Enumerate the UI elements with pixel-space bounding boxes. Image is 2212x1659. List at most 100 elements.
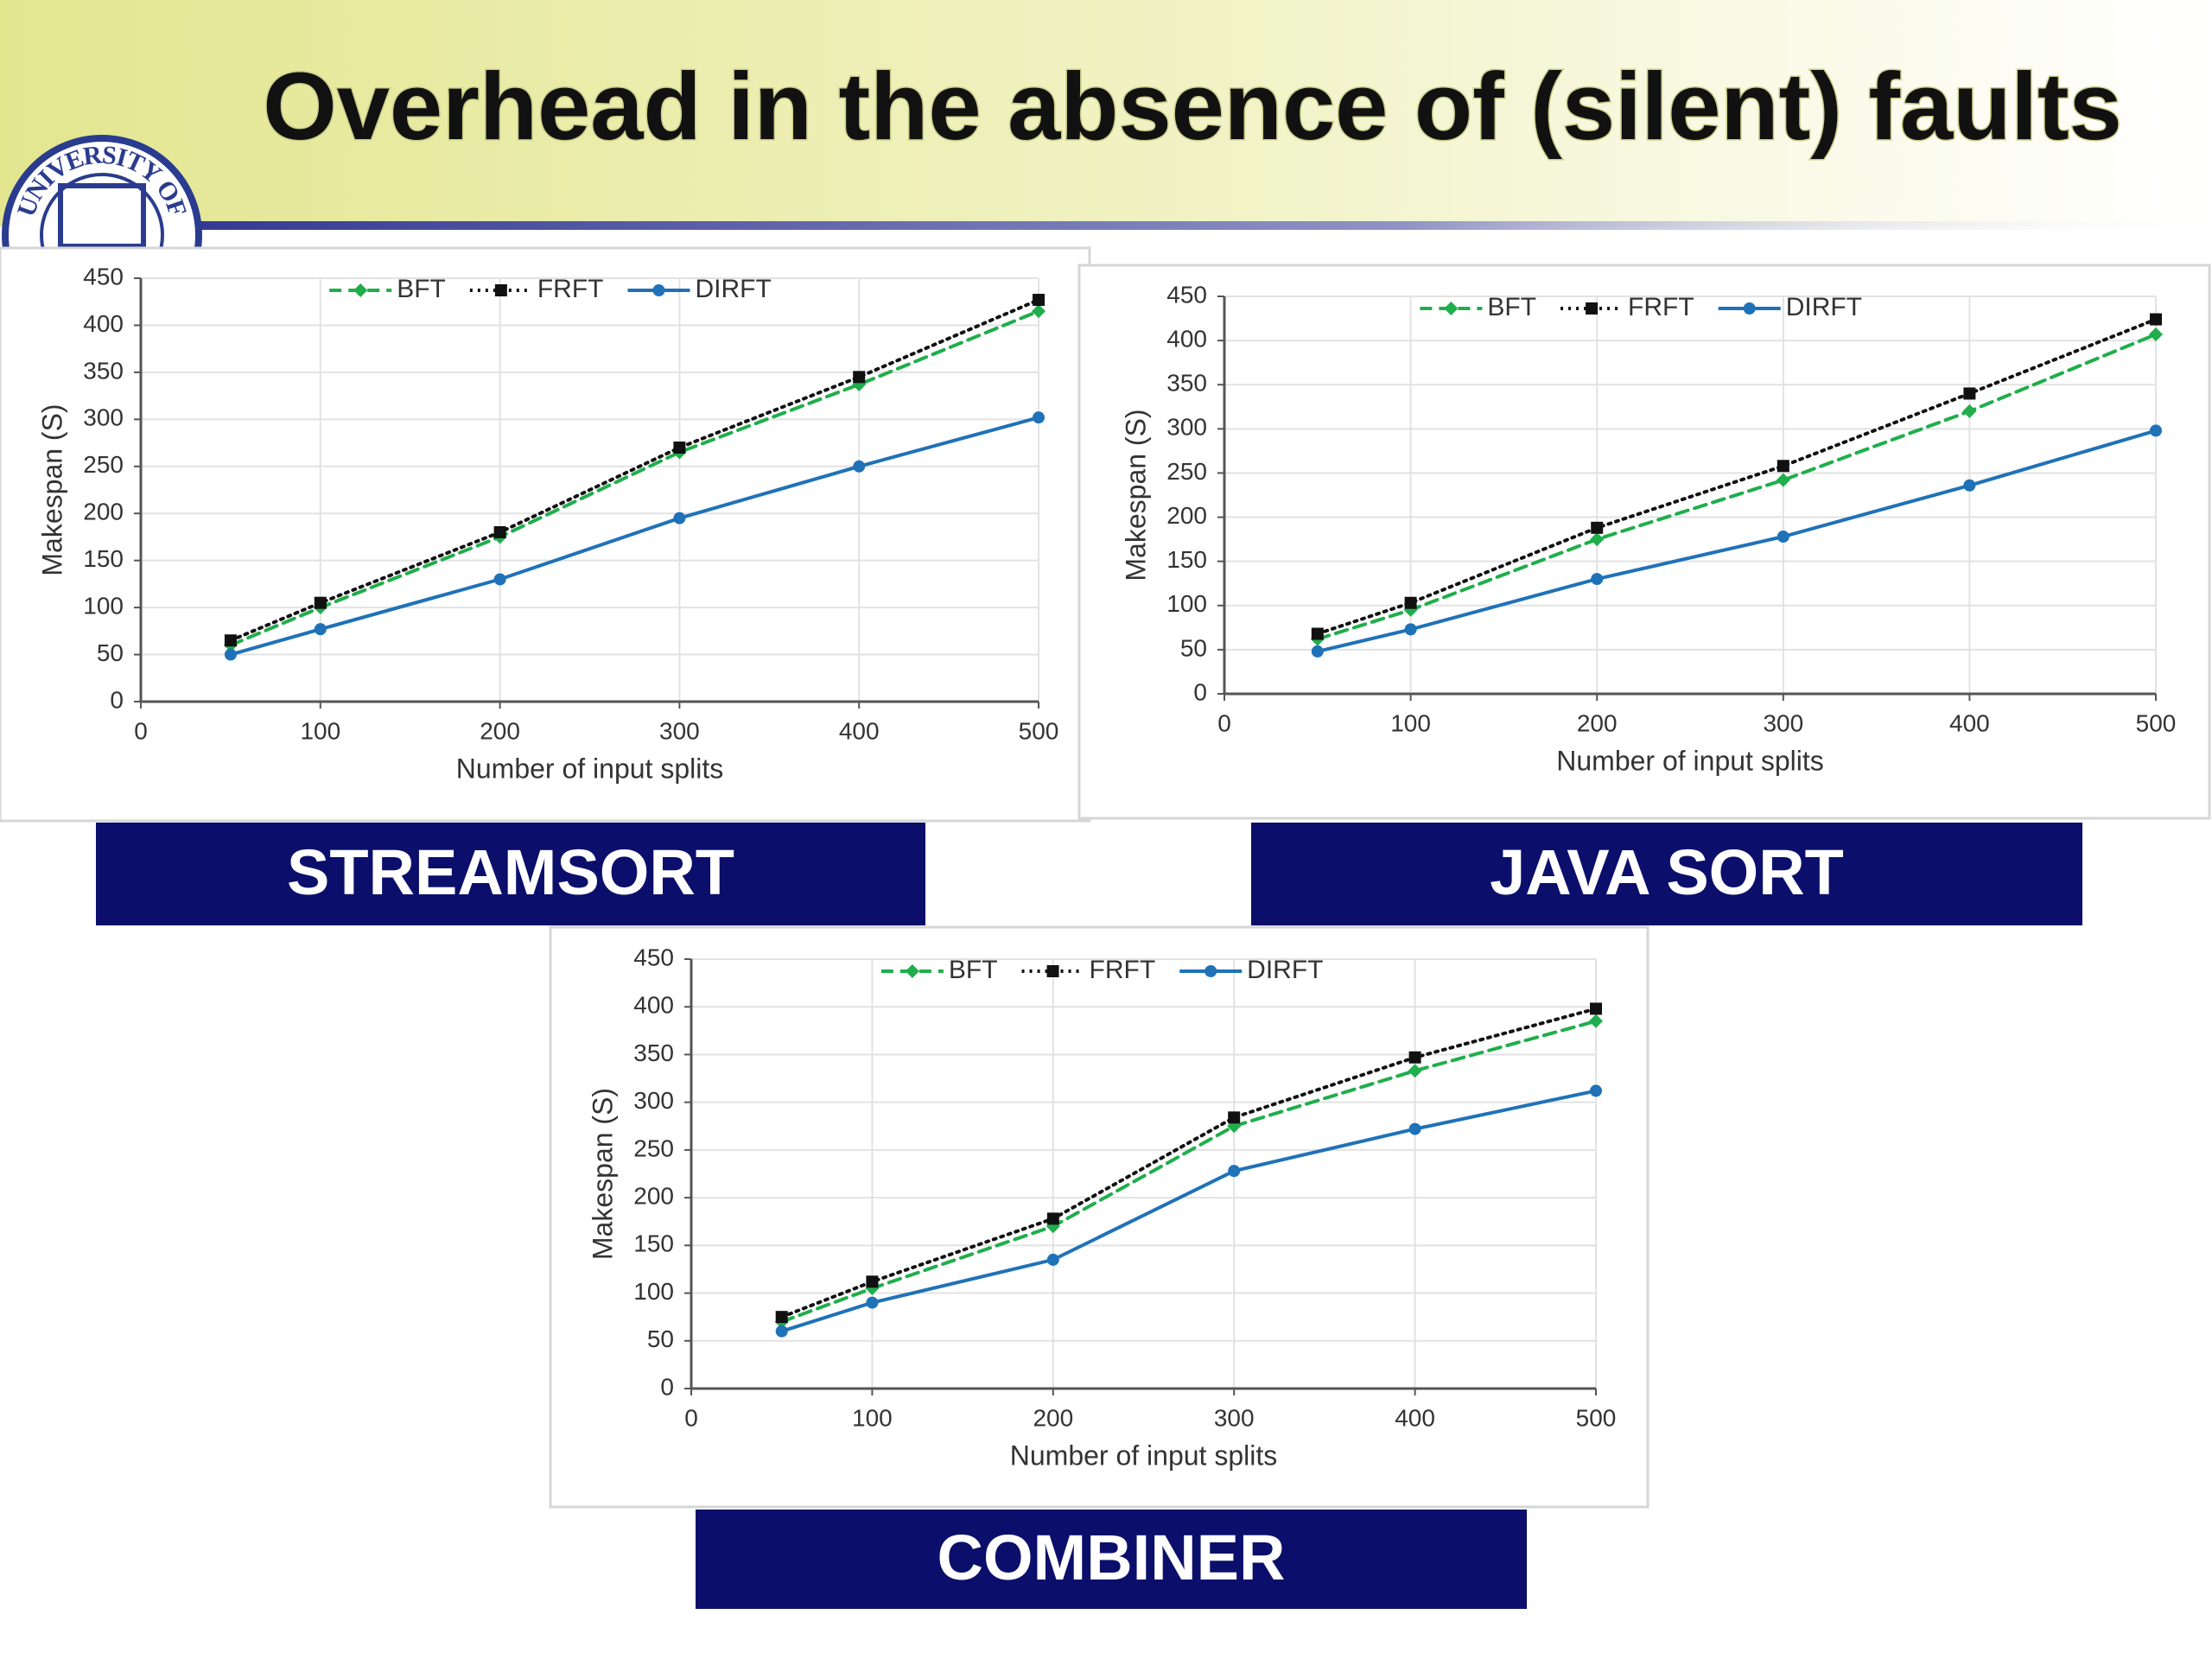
marker — [494, 284, 507, 296]
y-tick-label: 250 — [633, 1135, 674, 1161]
y-tick-label: 150 — [633, 1230, 674, 1257]
marker — [1590, 532, 1605, 547]
marker — [493, 573, 506, 586]
legend-label: DIRFT — [1786, 293, 1862, 321]
marker — [1590, 1084, 1602, 1097]
series-line — [228, 298, 1040, 643]
slide-title: Overhead in the absence of (silent) faul… — [263, 54, 2122, 160]
legend-label: BFT — [397, 275, 446, 303]
y-tick-label: 200 — [633, 1183, 674, 1210]
y-tick-label: 350 — [83, 357, 124, 384]
y-tick-label: 200 — [83, 499, 124, 525]
y-tick-label: 300 — [1166, 414, 1207, 441]
series-line — [228, 309, 1040, 647]
marker — [1408, 1051, 1421, 1064]
marker — [1408, 1064, 1422, 1078]
y-tick-label: 300 — [633, 1087, 674, 1114]
marker — [1033, 294, 1045, 307]
x-axis-label: Number of input splits — [1010, 1440, 1277, 1471]
marker — [1591, 573, 1604, 586]
header-rule — [197, 221, 2212, 230]
y-tick-label: 100 — [1166, 590, 1207, 617]
chart-frame — [0, 246, 1091, 823]
x-tick-label: 0 — [1217, 709, 1231, 736]
marker — [2149, 327, 2163, 341]
caption: JAVA SORT — [1490, 836, 1844, 908]
marker — [866, 1275, 879, 1288]
chart-frame — [1077, 264, 2211, 820]
y-tick-label: 300 — [83, 404, 124, 431]
marker — [2150, 424, 2162, 437]
y-tick-label: 50 — [647, 1325, 674, 1352]
y-tick-label: 400 — [83, 310, 124, 337]
x-tick-label: 100 — [300, 717, 340, 744]
series-line — [228, 416, 1040, 657]
y-tick-label: 150 — [1166, 546, 1207, 573]
chart: 0 50 100 150 200 250 300 350 400 450 0 100 200 300 400… — [1077, 264, 2211, 925]
marker — [1962, 404, 1977, 418]
marker — [1777, 531, 1789, 543]
marker — [224, 634, 237, 647]
y-tick-label: 450 — [633, 944, 674, 970]
y-tick-label: 400 — [1166, 326, 1207, 353]
y-tick-label: 50 — [97, 639, 124, 666]
y-tick-label: 100 — [83, 593, 124, 620]
marker — [1311, 627, 1324, 640]
marker — [1046, 1212, 1059, 1225]
marker — [853, 371, 866, 384]
caption-box — [1251, 823, 2082, 925]
marker — [1408, 1122, 1421, 1135]
caption: STREAMSORT — [287, 836, 734, 908]
legend-label: FRFT — [1628, 293, 1694, 321]
x-tick-label: 300 — [1763, 709, 1803, 736]
x-axis-label: Number of input splits — [456, 753, 723, 784]
marker — [1591, 521, 1604, 534]
x-axis-label: Number of input splits — [1556, 745, 1823, 776]
series-line — [1315, 317, 2158, 636]
marker — [1777, 460, 1789, 473]
y-tick-label: 100 — [633, 1278, 674, 1305]
x-tick-label: 400 — [1949, 709, 1990, 736]
legend-label: BFT — [949, 956, 998, 984]
marker — [1586, 302, 1599, 315]
marker — [673, 512, 686, 524]
y-tick-label: 400 — [633, 992, 674, 1019]
y-tick-label: 250 — [1166, 458, 1207, 485]
marker — [1228, 1111, 1241, 1124]
marker — [493, 526, 506, 538]
marker — [1228, 1165, 1241, 1178]
y-axis-label: Makespan (S) — [36, 404, 67, 575]
y-axis-label: Makespan (S) — [1120, 409, 1151, 581]
marker — [853, 460, 866, 473]
chart-frame — [549, 925, 1649, 1509]
series-line — [1315, 429, 2158, 653]
marker — [1404, 623, 1417, 636]
x-tick-label: 300 — [1214, 1404, 1255, 1431]
series-line — [779, 1007, 1598, 1319]
y-tick-label: 150 — [83, 545, 124, 572]
marker — [775, 1325, 788, 1338]
marker — [353, 283, 368, 297]
y-tick-label: 450 — [83, 263, 124, 289]
legend-label: DIRFT — [696, 275, 772, 303]
x-tick-label: 200 — [1577, 709, 1618, 736]
marker — [224, 648, 237, 661]
marker — [1963, 479, 1976, 492]
x-tick-label: 500 — [1019, 717, 1059, 744]
y-tick-label: 200 — [1166, 502, 1207, 529]
y-tick-label: 0 — [1193, 678, 1207, 705]
marker — [1444, 302, 1459, 315]
marker — [1033, 411, 1045, 424]
y-tick-label: 450 — [1166, 281, 1207, 308]
caption-box — [96, 823, 925, 925]
legend-label: DIRFT — [1247, 956, 1323, 984]
x-tick-label: 0 — [684, 1404, 698, 1431]
x-tick-label: 200 — [1033, 1404, 1073, 1431]
marker — [1963, 387, 1976, 400]
marker — [1046, 1253, 1059, 1266]
marker — [1743, 302, 1756, 315]
x-tick-label: 500 — [1576, 1404, 1617, 1431]
series-line — [1315, 333, 2158, 641]
